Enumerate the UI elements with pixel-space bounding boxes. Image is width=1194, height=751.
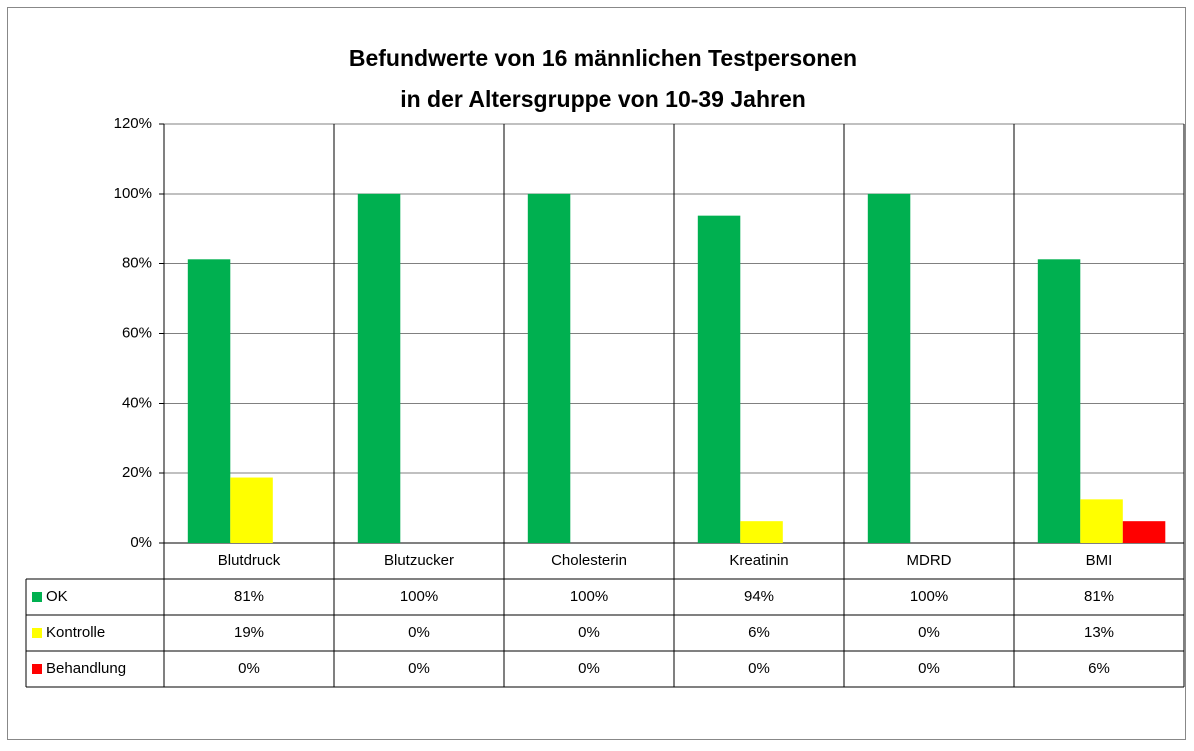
table-value: 81% [234,588,264,605]
legend-swatch [32,628,42,638]
x-tick-label: MDRD [907,552,952,569]
bar [1080,499,1123,543]
table-value: 94% [744,588,774,605]
bar [187,259,231,543]
bar [357,193,401,544]
x-tick-label: Cholesterin [551,552,627,569]
legend-label: Kontrolle [46,624,105,641]
table-value: 0% [578,624,600,641]
table-value: 0% [238,660,260,677]
table-value: 0% [918,624,940,641]
x-tick-label: BMI [1086,552,1113,569]
table-value: 0% [578,660,600,677]
chart-title: in der Altersgruppe von 10-39 Jahren [400,86,806,112]
bar [230,477,273,543]
table-value: 100% [400,588,438,605]
x-tick-label: Blutzucker [384,552,454,569]
table-value: 6% [1088,660,1110,677]
y-tick-label: 80% [122,255,152,272]
table-value: 100% [570,588,608,605]
bar [740,521,783,543]
bar [697,215,741,543]
table-value: 19% [234,624,264,641]
x-tick-label: Blutdruck [218,552,281,569]
table-value: 100% [910,588,948,605]
legend-swatch [32,592,42,602]
y-tick-label: 120% [114,115,152,132]
bar [1122,521,1166,543]
table-value: 0% [748,660,770,677]
table-value: 13% [1084,624,1114,641]
bar [867,193,911,544]
legend-swatch [32,664,42,674]
y-tick-label: 20% [122,464,152,481]
chart-title: Befundwerte von 16 männlichen Testperson… [349,45,857,71]
table-value: 0% [408,660,430,677]
x-tick-label: Kreatinin [729,552,788,569]
table-value: 0% [408,624,430,641]
bar [1037,259,1081,543]
table-value: 0% [918,660,940,677]
legend-label: Behandlung [46,660,126,677]
legend-label: OK [46,588,68,605]
table-value: 6% [748,624,770,641]
bar [527,193,571,544]
y-tick-label: 0% [130,534,152,551]
y-tick-label: 100% [114,185,152,202]
y-tick-label: 60% [122,324,152,341]
y-tick-label: 40% [122,394,152,411]
table-value: 81% [1084,588,1114,605]
